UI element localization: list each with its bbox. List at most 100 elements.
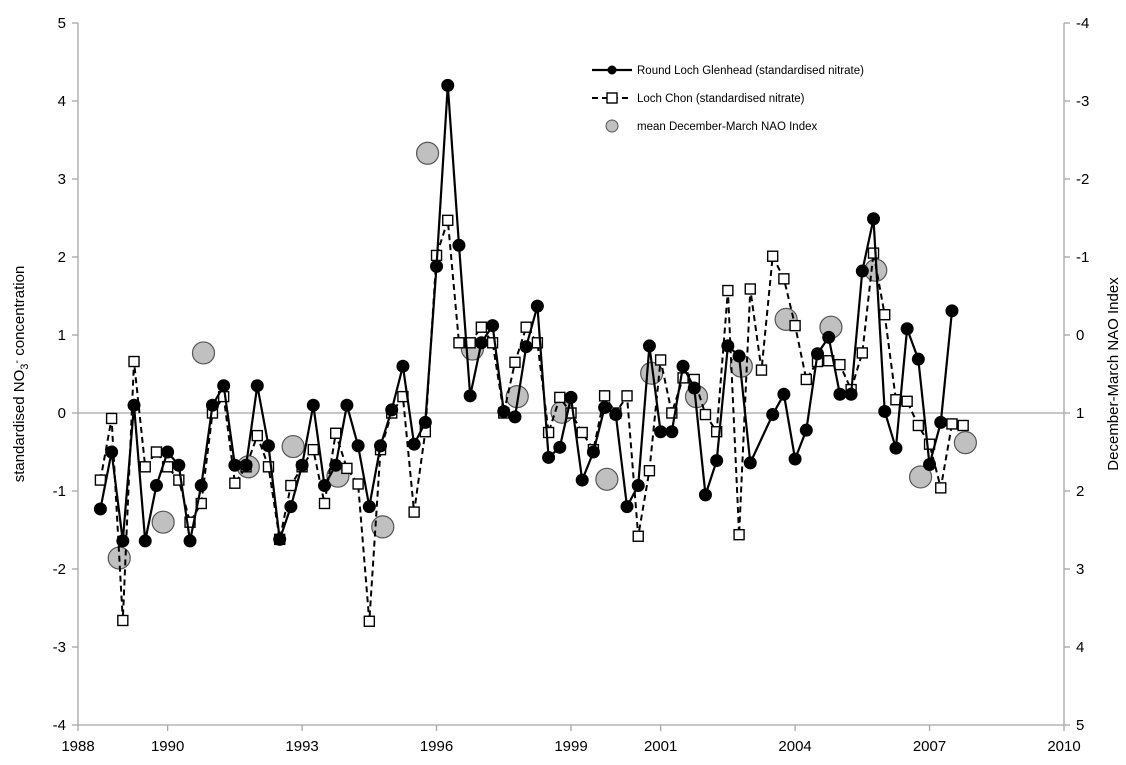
round-loch-point: [497, 404, 511, 418]
legend-label-loch-chon: Loch Chon (standardised nitrate): [637, 93, 805, 105]
loch-chon-point: [766, 250, 779, 262]
legend: Round Loch Glenhead (standardised nitrat…: [592, 65, 864, 133]
round-loch-point: [878, 404, 892, 418]
round-loch-point: [463, 389, 477, 403]
y-tick-label-left: -1: [53, 483, 66, 500]
y-tick-label-left: 5: [58, 15, 66, 32]
y-tick-label-right: 5: [1076, 717, 1084, 734]
y-tick-label-left: -2: [53, 561, 66, 578]
loch-chon-point: [901, 395, 913, 407]
y-axis-title-left: standardised NO3- concentration: [11, 266, 31, 483]
round-loch-point: [631, 479, 645, 493]
round-loch-point: [261, 439, 275, 453]
round-loch-point: [306, 398, 320, 412]
round-loch-point: [441, 78, 455, 92]
round-loch-point: [474, 336, 488, 350]
round-loch-point: [687, 381, 701, 395]
loch-chon-point: [173, 474, 185, 486]
loch-chon-point: [778, 273, 790, 285]
y-tick-label-right: -1: [1076, 249, 1089, 266]
loch-chon-point: [442, 214, 454, 227]
round-loch-point: [777, 387, 791, 401]
loch-chon-point: [565, 407, 577, 419]
loch-chon-point: [453, 337, 465, 349]
round-loch-point: [911, 352, 925, 366]
loch-chon-point: [576, 426, 588, 439]
x-tick-label: 2004: [778, 738, 811, 755]
round-loch-point: [676, 359, 690, 373]
loch-chon-point: [139, 461, 151, 473]
legend-marker-loch-chon: [606, 92, 618, 104]
round-loch-point: [329, 458, 343, 472]
loch-chon-point: [318, 497, 331, 510]
loch-chon-point: [352, 478, 364, 490]
round-loch-point: [418, 415, 432, 429]
y-tick-label-right: 1: [1076, 405, 1084, 422]
round-loch-point: [732, 349, 746, 363]
round-loch-point: [530, 299, 544, 313]
legend-label-round-loch: Round Loch Glenhead (standardised nitrat…: [637, 65, 864, 77]
loch-chon-point: [654, 354, 667, 366]
round-loch-point: [239, 458, 253, 472]
y-tick-label-right: -3: [1076, 93, 1089, 110]
loch-chon-point: [912, 419, 925, 432]
nao-point: [953, 431, 978, 455]
loch-chon-point: [363, 615, 376, 627]
round-loch-point: [811, 347, 824, 361]
round-loch-line: [99, 85, 954, 542]
y-tick-label-left: 2: [58, 249, 66, 266]
round-loch-point: [766, 408, 780, 422]
round-loch-point: [396, 359, 410, 373]
round-loch-point: [586, 445, 600, 459]
loch-chon-point: [475, 321, 488, 333]
nao-point: [415, 141, 440, 165]
round-loch-point: [598, 401, 612, 415]
round-loch-point: [486, 319, 500, 333]
round-loch-point: [665, 425, 679, 439]
loch-chon-point: [643, 465, 656, 477]
nao-point: [371, 515, 395, 539]
round-loch-point: [138, 534, 152, 548]
legend-marker-round-loch: [607, 65, 617, 75]
loch-chon-point: [744, 283, 756, 295]
round-loch-point: [93, 502, 107, 516]
loch-chon-point: [946, 418, 958, 430]
round-loch-point: [430, 259, 444, 273]
loch-chon-point: [307, 443, 319, 456]
loch-chon-point: [184, 516, 196, 528]
round-loch-point: [855, 264, 869, 278]
round-loch-point: [228, 458, 242, 472]
loch-chon-point: [285, 479, 297, 492]
round-loch-point: [710, 454, 724, 468]
round-loch-point: [127, 398, 141, 412]
series-layer: [93, 78, 978, 627]
loch-chon-point: [710, 426, 723, 438]
loch-chon-point: [105, 412, 118, 425]
y-tick-label-left: 4: [58, 93, 66, 110]
round-loch-point: [553, 440, 567, 454]
loch-chon-point: [117, 614, 129, 627]
y-tick-label-left: 1: [58, 327, 66, 344]
nao-point: [191, 341, 216, 365]
loch-chon-point: [509, 356, 521, 368]
loch-chon-point: [834, 358, 846, 371]
round-loch-point: [945, 304, 959, 318]
round-loch-point: [318, 479, 331, 493]
loch-chon-line: [99, 219, 964, 622]
loch-chon-point: [330, 427, 342, 439]
round-loch-point: [609, 408, 623, 422]
round-loch-point: [654, 425, 668, 439]
x-tick-label: 1993: [285, 738, 318, 755]
round-loch-point: [284, 500, 298, 514]
round-loch-point: [273, 532, 287, 546]
x-tick-label: 1999: [554, 738, 587, 755]
round-loch-point: [934, 415, 948, 429]
loch-chon-point: [755, 364, 768, 376]
loch-chon-point: [554, 391, 566, 404]
round-loch-point: [452, 238, 466, 252]
round-loch-point: [362, 500, 376, 514]
round-loch-point: [205, 398, 219, 412]
y-tick-label-right: -4: [1076, 15, 1089, 32]
round-loch-point: [867, 212, 881, 226]
